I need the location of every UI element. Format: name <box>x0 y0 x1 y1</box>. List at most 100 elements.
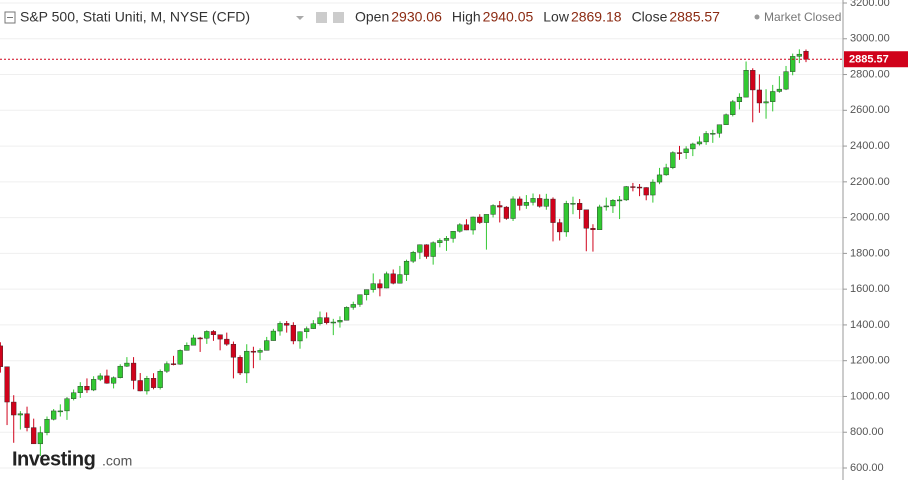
candle-body <box>463 224 470 231</box>
candle-body <box>716 124 723 134</box>
last-price-label: 2885.57 <box>849 54 889 66</box>
candle-body <box>616 199 623 202</box>
candle-body <box>477 216 483 223</box>
candle-body <box>31 427 37 445</box>
candle-body <box>64 398 70 412</box>
candle-body <box>217 334 223 340</box>
grid <box>0 2 843 469</box>
y-tick-label: 2600.00 <box>850 104 890 116</box>
candle-body <box>683 148 689 153</box>
candle-body <box>610 200 616 207</box>
candle-body <box>530 198 536 203</box>
candle-body <box>317 317 323 324</box>
candle-body <box>144 378 150 392</box>
candle-body <box>583 209 589 229</box>
candle-body <box>84 386 90 391</box>
collapse-icon[interactable] <box>4 11 16 24</box>
candle-body <box>703 133 709 143</box>
logo-suffix: .com <box>102 453 132 469</box>
candle-body <box>383 273 390 289</box>
candle-body <box>204 331 210 339</box>
candle-body <box>324 317 330 323</box>
candle-body <box>164 363 170 372</box>
candle-body <box>224 338 230 345</box>
last-price-box <box>844 51 908 68</box>
market-status: Market Closed <box>764 10 841 24</box>
candle-body <box>4 366 10 403</box>
candle-body <box>0 345 4 367</box>
status-dot <box>754 14 760 20</box>
candle-body <box>763 101 769 104</box>
candle-body <box>750 70 756 91</box>
dropdown-arrow[interactable] <box>296 16 304 20</box>
candle-body <box>676 152 683 154</box>
candle-body <box>497 205 503 208</box>
candle-body <box>250 350 256 353</box>
candle-body <box>290 325 296 342</box>
candle-body <box>91 379 97 391</box>
candle-body <box>623 186 629 201</box>
candle-body <box>157 371 163 388</box>
candle-body <box>443 238 450 241</box>
candle-body <box>51 410 57 420</box>
candle-body <box>650 181 656 196</box>
candle-body <box>44 419 50 433</box>
candle-body <box>197 337 203 340</box>
candle-body <box>57 410 63 413</box>
candle-body <box>124 362 130 367</box>
candle-body <box>543 198 549 207</box>
candle-body <box>97 375 103 380</box>
candle-body <box>557 222 563 233</box>
candle-body <box>723 114 729 125</box>
candle-body <box>736 96 743 102</box>
ohlc-label: High <box>452 9 481 25</box>
candle-body <box>150 378 157 388</box>
candle-body <box>517 198 523 206</box>
candle-body <box>297 331 303 342</box>
candle-body <box>690 143 696 150</box>
y-tick-label: 1000.00 <box>850 390 890 402</box>
candle-body <box>636 186 643 189</box>
logo-brand: Investing <box>12 448 95 470</box>
y-tick-label: 3200.00 <box>850 0 890 9</box>
candle-body <box>483 214 490 223</box>
settings-icon[interactable] <box>333 12 344 23</box>
candle-body <box>24 413 30 428</box>
candle-body <box>417 244 423 253</box>
candles <box>0 49 809 457</box>
candle-body <box>357 294 363 305</box>
candle-body <box>630 186 636 188</box>
candle-body <box>304 328 310 332</box>
candle-body <box>563 203 569 233</box>
candle-body <box>350 304 356 308</box>
candle-body <box>430 242 436 257</box>
y-tick-label: 1600.00 <box>850 283 890 295</box>
candle-body <box>230 343 237 358</box>
candle-body <box>390 273 396 284</box>
settings-icon[interactable] <box>316 12 327 23</box>
ohlc-value: 2869.18 <box>571 9 622 25</box>
candle-body <box>423 244 430 257</box>
y-tick-label: 1800.00 <box>850 247 890 259</box>
candle-body <box>510 198 516 219</box>
candle-body <box>790 56 796 72</box>
candle-body <box>397 274 403 284</box>
y-tick-label: 2200.00 <box>850 176 890 188</box>
candle-body <box>177 350 183 365</box>
y-tick-label: 2800.00 <box>850 68 890 80</box>
candle-body <box>110 377 117 384</box>
candle-body <box>77 386 83 393</box>
candle-body <box>17 413 23 416</box>
candle-body <box>470 216 476 231</box>
ohlc-label: Open <box>355 9 389 25</box>
y-tick-label: 2400.00 <box>850 140 890 152</box>
candle-body <box>344 307 350 321</box>
candle-body <box>503 206 509 219</box>
candle-body <box>244 350 250 374</box>
candle-body <box>743 70 749 98</box>
candle-body <box>523 202 529 206</box>
ohlc-value: 2930.06 <box>391 9 442 25</box>
candle-body <box>130 362 137 381</box>
candle-body <box>337 320 343 323</box>
